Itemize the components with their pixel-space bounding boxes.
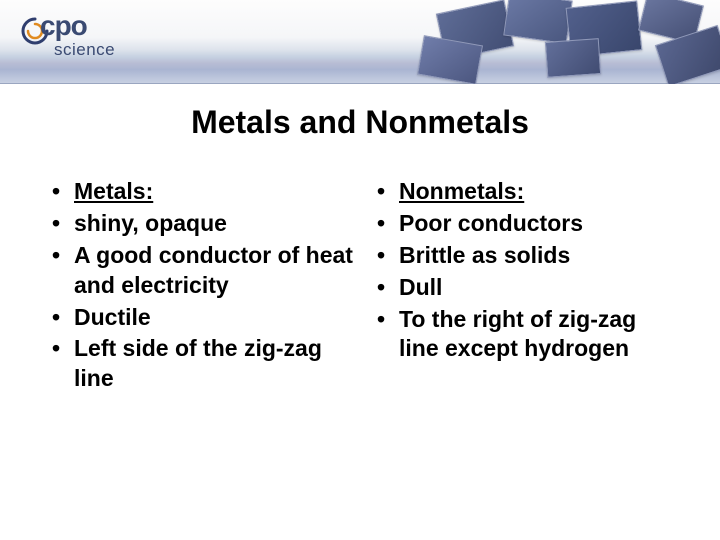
nonmetals-item: Dull [373,273,680,303]
nonmetals-item: Poor conductors [373,209,680,239]
metals-item: Metals: [48,177,355,207]
nonmetals-list: Nonmetals: Poor conductorsBrittle as soli… [373,177,680,364]
nonmetals-item: Brittle as solids [373,241,680,271]
metals-item: Left side of the zig-zag line [48,334,355,394]
metals-item: A good conductor of heat and electricity [48,241,355,301]
cpo-science-logo: cpo science [14,10,164,68]
content-columns: Metals: shiny, opaqueA good conductor of … [0,177,720,396]
right-column: Nonmetals: Poor conductorsBrittle as soli… [373,177,680,396]
header-collage [380,0,720,84]
metals-item: shiny, opaque [48,209,355,239]
slide-header: cpo science [0,0,720,84]
logo-text-cpo: cpo [40,10,87,42]
nonmetals-item: To the right of zig-zag line except hydr… [373,305,680,365]
slide-title: Metals and Nonmetals [0,104,720,141]
metals-list: Metals: shiny, opaqueA good conductor of … [48,177,355,394]
nonmetals-item: Nonmetals: [373,177,680,207]
logo-text-science: science [54,40,115,60]
metals-item-text: Metals: [74,178,153,204]
nonmetals-item-text: Nonmetals: [399,178,524,204]
metals-item: Ductile [48,303,355,333]
left-column: Metals: shiny, opaqueA good conductor of … [48,177,355,396]
